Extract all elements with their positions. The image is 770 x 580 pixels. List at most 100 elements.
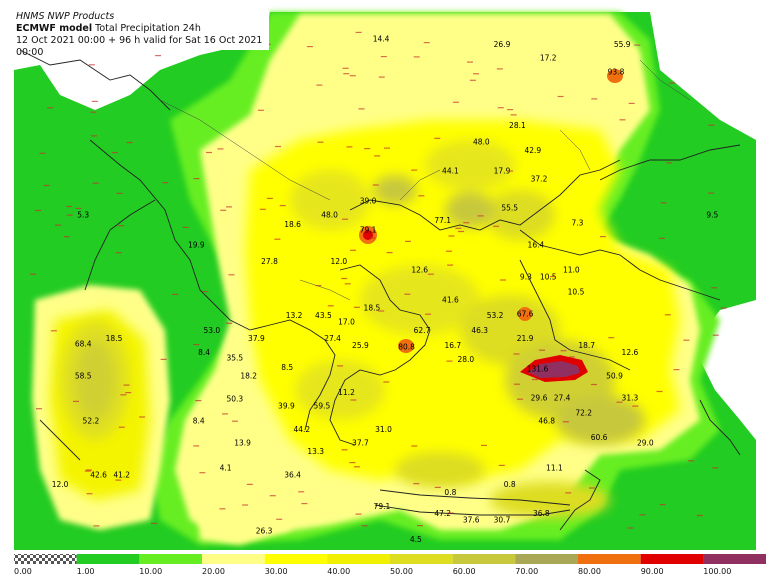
grid-point-marker [423, 42, 430, 44]
grid-point-marker [562, 421, 569, 423]
grid-point-marker [257, 109, 264, 111]
grid-point-marker [619, 119, 626, 121]
grid-point-marker [683, 339, 690, 341]
precip-value-label: 17.0 [338, 318, 355, 327]
grid-point-marker [673, 369, 680, 371]
grid-point-marker [591, 98, 598, 100]
grid-point-marker [560, 350, 567, 352]
legend-tick-label: 40.00 [327, 567, 350, 576]
grid-point-marker [66, 214, 73, 216]
grid-point-marker [118, 426, 125, 428]
grid-point-marker [557, 95, 564, 98]
grid-point-marker [418, 195, 425, 197]
grid-point-marker [93, 525, 100, 527]
precip-value-label: 18.5 [364, 304, 381, 313]
grid-point-marker [39, 152, 46, 154]
precip-field-sw [190, 400, 300, 545]
grid-point-marker [274, 238, 281, 240]
grid-point-marker [708, 124, 715, 126]
grid-point-marker [378, 310, 385, 312]
precip-value-label: 21.9 [517, 334, 534, 343]
grid-point-marker [91, 135, 98, 137]
model-title-line: ECMWF model Total Precipitation 24h [16, 23, 267, 35]
precip-value-label: 13.9 [234, 439, 251, 448]
grid-point-marker [447, 264, 454, 266]
grid-point-marker [500, 279, 506, 281]
grid-point-marker [510, 114, 517, 116]
dry-area-northeast [650, 12, 756, 140]
grid-point-marker [404, 293, 411, 295]
precip-value-label: 10.5 [568, 287, 585, 296]
grid-point-marker [568, 356, 575, 358]
grid-point-marker [364, 148, 371, 150]
precipitation-map: 14.4 26.9 17.2 55.9 93.8 28.1 48.0 42.9 44.1 17.9… [14, 12, 756, 550]
grid-point-marker [507, 170, 513, 172]
legend-swatch [14, 554, 77, 564]
grid-point-marker [151, 522, 157, 524]
precip-value-label: 4.1 [220, 463, 232, 472]
grid-point-marker [413, 483, 420, 485]
grid-point-marker [349, 75, 356, 77]
grid-point-marker [353, 466, 360, 468]
grid-point-marker [342, 218, 349, 220]
legend-tick-label: 30.00 [265, 567, 288, 576]
product-line: HNMS NWP Products [16, 11, 115, 22]
grid-point-marker [73, 400, 79, 402]
precip-value-label: 53.2 [487, 311, 504, 320]
grid-point-marker [599, 236, 606, 238]
grid-point-marker [384, 147, 390, 149]
precip-value-label: 52.2 [83, 417, 100, 426]
grid-point-marker [477, 215, 484, 217]
grid-point-marker [92, 182, 99, 184]
precip-value-label: 48.0 [473, 138, 490, 147]
precip-value-label: 8.4 [198, 348, 210, 357]
grid-point-marker [341, 449, 348, 451]
legend-tick-label: 0.00 [14, 567, 32, 576]
grid-point-marker [226, 206, 232, 208]
precip-value-label: 12.0 [330, 257, 347, 266]
grid-point-marker [463, 222, 470, 224]
precip-value-label: 42.6 [90, 470, 107, 479]
precip-value-label: 7.3 [572, 219, 584, 228]
precip-value-label: 36.8 [533, 509, 550, 518]
precip-value-label: 29.6 [531, 393, 548, 402]
legend-tick-label: 1.00 [77, 567, 95, 576]
grid-point-marker [405, 240, 411, 242]
precip-value-label: 27.4 [554, 393, 571, 402]
grid-point-marker [123, 384, 130, 386]
grid-point-marker [259, 208, 266, 210]
grid-point-marker [118, 225, 124, 227]
legend-tick-label: 20.00 [202, 567, 225, 576]
grid-point-marker [589, 487, 595, 489]
precip-value-label: 41.2 [113, 470, 130, 479]
precip-value-label: 42.9 [524, 146, 541, 155]
grid-point-marker [222, 413, 228, 415]
precip-value-label: 131.6 [527, 364, 549, 373]
grid-point-marker [85, 469, 92, 471]
color-scale-legend: 0.00 1.00 10.00 20.00 30.00 40.00 50.00 60.00 70… [14, 554, 766, 576]
precip-value-label: 14.4 [373, 34, 390, 43]
legend-swatch [327, 554, 390, 564]
legend-tick-label: 90.00 [641, 567, 664, 576]
grid-point-marker [550, 276, 556, 278]
legend-swatch [139, 554, 202, 564]
precip-value-label: 8.5 [281, 363, 293, 372]
precip-value-label: 55.5 [501, 204, 518, 213]
grid-point-marker [532, 378, 538, 381]
precip-value-label: 17.2 [540, 54, 557, 63]
precip-value-label: 67.6 [517, 309, 534, 318]
precip-value-label: 79.1 [374, 502, 391, 511]
precip-value-label: 9.5 [706, 210, 718, 219]
grid-point-marker [666, 162, 673, 164]
grid-point-marker [358, 108, 365, 110]
grid-point-marker [232, 420, 238, 422]
grid-point-marker [458, 230, 465, 233]
grid-point-marker [481, 444, 487, 446]
grid-point-marker [669, 82, 676, 84]
precip-value-label: 11.0 [563, 265, 580, 274]
grid-point-marker [195, 400, 202, 402]
legend-tick-label: 10.00 [139, 567, 162, 576]
precip-value-label: 10.5 [540, 272, 557, 281]
grid-point-marker [411, 445, 418, 447]
grid-point-marker [413, 56, 420, 58]
